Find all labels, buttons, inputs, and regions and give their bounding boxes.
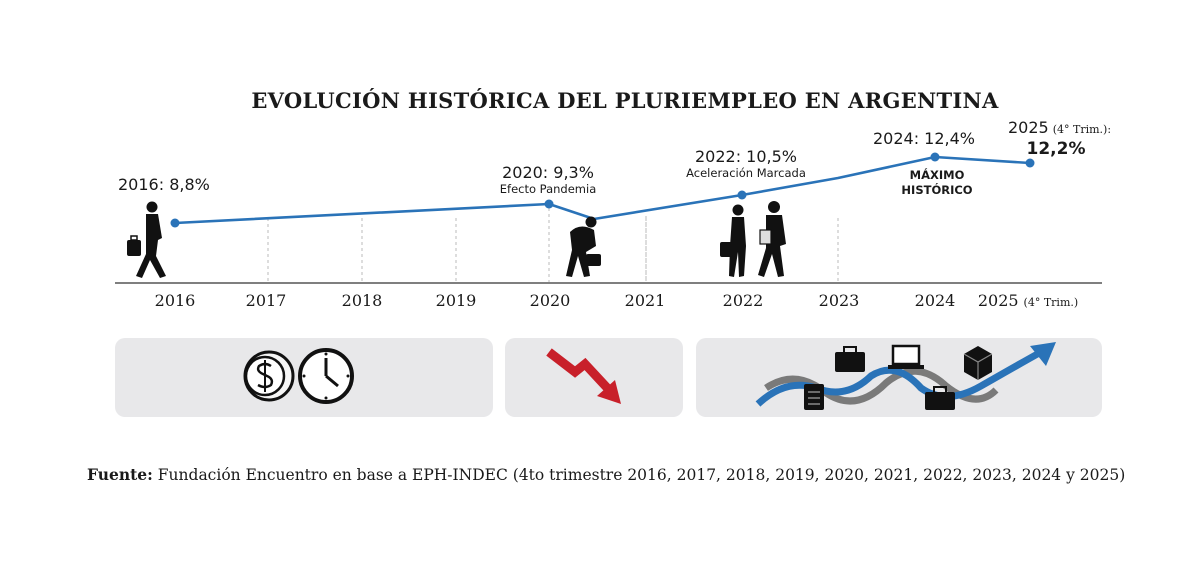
annotation-2025-note: (4° Trim.): <box>1053 123 1111 136</box>
annotation-2024-sub1: MÁXIMO <box>910 167 965 182</box>
briefcase-small-icon <box>925 386 955 410</box>
x-tick-label: 2017 <box>246 291 287 310</box>
x-tick-label: 2020 <box>530 291 571 310</box>
annotation-2024: 2024: 12,4% <box>873 129 975 148</box>
x-tick-labels: 2016 2017 2018 2019 2020 2021 2022 2023 2024 2025… <box>155 291 1079 310</box>
grid-lines <box>267 208 839 282</box>
annotation-2025-value: 12,2% <box>1027 139 1086 159</box>
annotation-2016: 2016: 8,8% <box>118 175 210 194</box>
x-tick-label: 2023 <box>819 291 860 310</box>
data-point <box>1025 158 1035 168</box>
x-tick-label: 2021 <box>625 291 666 310</box>
laptop-icon <box>888 344 924 369</box>
annotations: 2016: 8,8% 2020: 9,3%Efecto Pandemia 2022:… <box>118 118 1111 197</box>
annotation-2022: 2022: 10,5% <box>695 147 797 166</box>
panel-growth <box>696 338 1102 417</box>
x-tick-label: 2018 <box>342 291 383 310</box>
x-tick-label: 2022 <box>723 291 764 310</box>
data-points <box>170 152 1035 228</box>
walking-person-icon <box>127 201 166 278</box>
line-chart: 2016 2017 2018 2019 2020 2021 2022 2023 2024 2025… <box>115 118 1111 310</box>
annotation-2024-sub2: HISTÓRICO <box>901 182 972 197</box>
x-tick-label: 2019 <box>436 291 477 310</box>
data-point <box>930 152 940 162</box>
annotation-2020-sub: Efecto Pandemia <box>500 182 597 196</box>
annotation-2022-sub: Aceleración Marcada <box>686 166 806 180</box>
panel-decline <box>505 338 683 417</box>
x-tick-label: 2016 <box>155 291 196 310</box>
data-point <box>544 199 554 209</box>
clock-icon <box>298 348 354 404</box>
downward-arrow-icon <box>546 348 621 404</box>
bent-person-icon <box>566 216 601 277</box>
data-point <box>737 190 747 200</box>
source-text: Fundación Encuentro en base a EPH-INDEC … <box>152 466 1126 484</box>
walking-couple-icon <box>720 201 786 277</box>
data-point <box>170 218 180 228</box>
annotation-2025: 2025 (4° Trim.): <box>1008 118 1111 137</box>
source-label: Fuente: <box>87 465 153 484</box>
x-tick-suffix: (4° Trim.) <box>1024 296 1079 309</box>
x-tick-label: 2025 (4° Trim.) <box>978 291 1078 310</box>
dollar-coin-icon <box>243 350 295 402</box>
annotation-2020: 2020: 9,3% <box>502 163 594 182</box>
panel-income-time <box>115 338 493 417</box>
source-note: Fuente: Fundación Encuentro en base a EP… <box>87 465 1187 484</box>
x-tick-label: 2024 <box>915 291 956 310</box>
briefcase-icon <box>835 346 865 372</box>
box-icon <box>963 346 993 380</box>
document-icon <box>804 384 824 410</box>
chart-title: EVOLUCIÓN HISTÓRICA DEL PLURIEMPLEO EN A… <box>251 88 999 113</box>
